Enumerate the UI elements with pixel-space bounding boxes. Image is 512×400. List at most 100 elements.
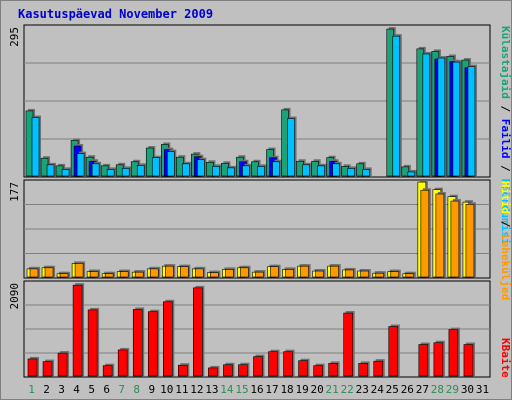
bar-top-s2 [136,165,145,177]
bar-middle-s1 [420,189,430,278]
bar-middle-s1 [270,266,279,278]
bar-top-s2 [332,163,340,177]
bar-bottom-s0 [147,311,158,377]
bar-middle-s1 [300,265,309,278]
bar-top-s2 [467,66,476,177]
panel-middle: 177 [8,179,491,279]
x-tick-label: 4 [73,383,80,396]
bar-top-s2 [302,164,310,177]
x-tick-label: 29 [446,383,459,396]
bar-bottom-s0 [193,287,203,377]
bar-middle-s1 [195,268,204,278]
bar-middle-s1 [330,265,339,278]
bar-bottom-s0 [358,363,369,377]
chart-panels: 295 177 2090 [8,24,491,378]
y-max-label: 2090 [8,283,21,310]
x-tick-label: 15 [235,383,248,396]
bar-bottom-s0 [57,352,68,377]
legend-item: KBaite [499,338,512,378]
x-tick-label: 20 [311,383,324,396]
bar-bottom-s0 [388,326,399,377]
x-tick-label: 25 [386,383,399,396]
bar-middle-s1 [390,271,400,278]
x-tick-label: 22 [341,383,354,396]
bar-bottom-s0 [42,361,53,377]
bar-bottom-s0 [268,351,278,377]
bar-middle-s1 [44,267,54,278]
x-tick-label: 26 [401,383,414,396]
bar-bottom-s0 [178,364,188,377]
bar-bottom-s0 [87,309,98,377]
x-tick-label: 31 [476,383,489,396]
x-tick-label: 19 [295,383,308,396]
bar-middle-s1 [149,268,159,278]
bar-middle-s1 [375,272,385,278]
bar-bottom-s0 [463,344,474,377]
bar-top-s2 [197,159,205,177]
bar-bottom-s0 [313,365,323,377]
x-tick-label: 8 [133,383,140,396]
legend-separator: / [499,158,512,178]
legend-group: Külastajaid / Failid / Pöördumisi [499,26,512,245]
bar-middle-s1 [180,266,189,278]
legend-separator: / [499,214,512,234]
x-tick-label: 27 [416,383,429,396]
legend-separator: / [499,99,512,119]
bar-top-s2 [31,117,40,177]
x-tick-label: 10 [160,383,173,396]
bar-middle-s1 [59,273,69,278]
bar-top-s2 [347,168,355,177]
bar-middle-s1 [134,271,144,278]
legend-group: Hitid / Leheküljed [499,181,512,300]
x-tick-label: 23 [356,383,369,396]
y-max-label: 295 [8,27,21,47]
bar-middle-s1 [360,270,370,278]
bar-bottom-s0 [208,367,218,377]
x-tick-label: 12 [190,383,203,396]
bar-middle-s1 [255,271,264,278]
x-tick-label: 30 [461,383,474,396]
bar-middle-s1 [450,200,460,278]
bar-middle-s1 [89,271,99,278]
bar-top-s2 [61,169,70,177]
legend-text: Hitid / Leheküljed [499,181,512,300]
x-tick-label: 14 [220,383,234,396]
bar-top-s2 [407,171,416,177]
x-tick-label: 16 [250,383,263,396]
bar-middle-s1 [465,204,475,278]
bar-bottom-s0 [27,358,38,377]
bar-middle-s1 [104,273,114,278]
bar-middle-s1 [29,268,39,278]
bar-bottom-s0 [132,309,143,377]
chart-title: Kasutuspäevad November 2009 [18,7,213,21]
bar-top-s2 [76,153,85,177]
x-tick-label: 17 [265,383,278,396]
bar-top-s2 [227,167,235,177]
bar-middle-s1 [285,269,294,278]
bar-top-s2 [151,157,160,177]
bar-bottom-s0 [162,301,173,377]
bar-bottom-s0 [117,349,128,377]
bar-top-s2 [182,163,190,177]
bar-top-s2 [91,163,100,177]
x-tick-label: 3 [58,383,65,396]
bar-bottom-s0 [298,360,308,377]
x-tick-label: 7 [118,383,125,396]
bar-top-s2 [166,151,175,177]
x-tick-label: 24 [371,383,385,396]
x-tick-label: 21 [326,383,339,396]
bar-top-s2 [242,165,250,177]
x-tick-label: 18 [280,383,293,396]
bar-top-s2 [121,168,130,177]
bar-top-s0 [401,166,410,177]
x-tick-label: 28 [431,383,444,396]
bar-bottom-s0 [418,344,429,377]
bar-middle-s1 [74,263,84,278]
bar-bottom-s0 [238,364,248,377]
legend-item: Külastajaid [499,26,512,99]
legend-item: Leheküljed [499,234,512,300]
bar-middle-s1 [119,271,129,278]
bar-middle-s1 [210,272,219,278]
